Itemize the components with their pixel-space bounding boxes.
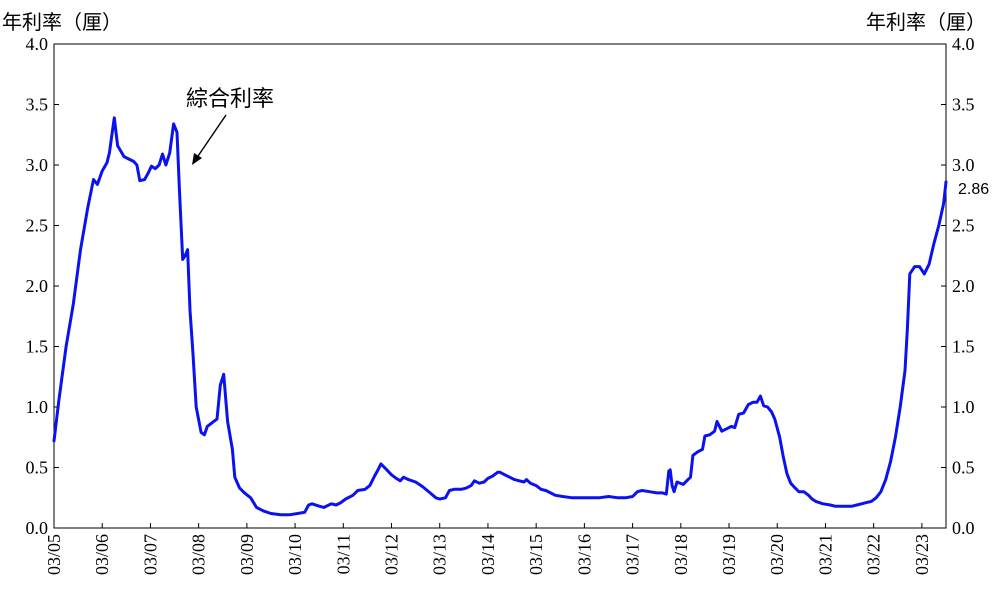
right-tick-label: 3.0: [952, 155, 975, 175]
x-axis: 03/05 03/06 03/07 03/08 03/09 03/10 03/11 03/12…: [44, 523, 932, 575]
annotation-arrow: [192, 114, 227, 165]
x-tick-label: 03/15: [526, 534, 546, 575]
composite-rate-line: [52, 116, 948, 517]
right-tick-label: 1.5: [952, 337, 975, 357]
end-value-label: 2.86: [958, 181, 989, 198]
left-tick-label: 2.0: [26, 276, 49, 296]
x-tick-label: 03/06: [92, 534, 112, 575]
left-tick-label: 4.0: [26, 34, 49, 54]
left-tick-label: 1.5: [26, 337, 49, 357]
x-tick-label: 03/20: [767, 534, 787, 575]
x-tick-label: 03/21: [815, 534, 835, 575]
x-tick-label: 03/10: [285, 534, 305, 575]
x-tick-label: 03/18: [671, 534, 691, 575]
x-tick-label: 03/07: [140, 534, 160, 575]
x-tick-label: 03/22: [864, 534, 884, 575]
x-tick-label: 03/13: [430, 534, 450, 575]
x-tick-label: 03/12: [382, 534, 402, 575]
x-tick-label: 03/17: [623, 534, 643, 575]
left-axis-title: 年利率（厘）: [2, 10, 122, 34]
x-tick-label: 03/09: [237, 534, 257, 575]
left-tick-label: 0.0: [26, 518, 49, 538]
left-axis: 0.0 0.5 1.0 1.5 2.0 2.5 3.0 3.5 4.0: [26, 34, 59, 538]
left-tick-label: 3.5: [26, 95, 49, 115]
x-tick-label: 03/14: [478, 534, 498, 575]
left-tick-label: 0.5: [26, 458, 49, 478]
right-tick-label: 0.0: [952, 518, 975, 538]
left-tick-label: 3.0: [26, 155, 49, 175]
right-tick-label: 1.0: [952, 397, 975, 417]
right-axis: 0.0 0.5 1.0 1.5 2.0 2.5 3.0 3.5 4.0: [941, 34, 975, 538]
right-tick-label: 4.0: [952, 34, 975, 54]
x-tick-label: 03/19: [719, 534, 739, 575]
right-tick-label: 2.0: [952, 276, 975, 296]
annotation-label: 綜合利率: [186, 87, 274, 112]
right-tick-label: 0.5: [952, 458, 975, 478]
left-tick-label: 2.5: [26, 216, 49, 236]
x-tick-label: 03/16: [574, 534, 594, 575]
x-tick-label: 03/11: [333, 534, 353, 574]
right-tick-label: 3.5: [952, 95, 975, 115]
right-tick-label: 2.5: [952, 216, 975, 236]
x-tick-label: 03/05: [44, 534, 64, 575]
x-tick-label: 03/23: [912, 534, 932, 575]
left-tick-label: 1.0: [26, 397, 49, 417]
right-axis-title: 年利率（厘）: [866, 10, 986, 34]
x-tick-label: 03/08: [189, 534, 209, 575]
